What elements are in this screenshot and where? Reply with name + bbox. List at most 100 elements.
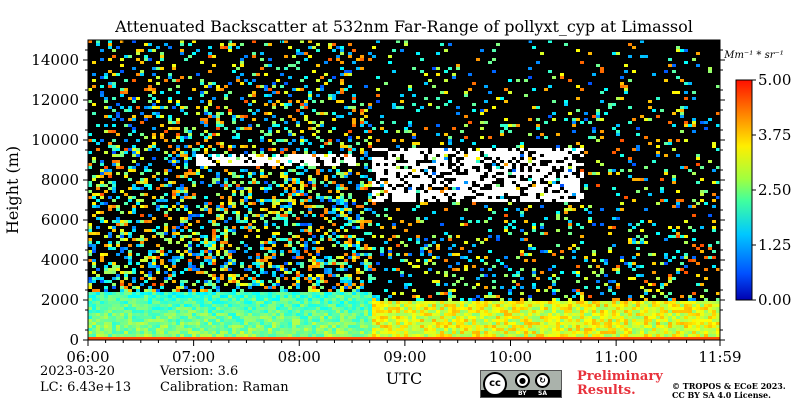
heatmap-cell — [496, 304, 500, 307]
heatmap-cell — [200, 286, 204, 289]
heatmap-cell — [536, 307, 540, 310]
heatmap-cell — [184, 337, 188, 340]
heatmap-cell — [272, 205, 276, 208]
heatmap-cell — [552, 187, 556, 190]
heatmap-cell — [240, 313, 244, 316]
heatmap-cell — [276, 328, 280, 331]
heatmap-cell — [268, 211, 272, 214]
heatmap-cell — [120, 271, 124, 274]
heatmap-cell — [216, 277, 220, 280]
heatmap-cell — [260, 265, 264, 268]
heatmap-cell — [300, 319, 304, 322]
heatmap-cell — [92, 85, 96, 88]
heatmap-cell — [416, 154, 420, 157]
heatmap-cell — [436, 193, 440, 196]
heatmap-cell — [168, 97, 172, 100]
heatmap-cell — [316, 247, 320, 250]
heatmap-cell — [180, 316, 184, 319]
heatmap-cell — [120, 289, 124, 292]
heatmap-cell — [388, 163, 392, 166]
heatmap-cell — [92, 322, 96, 325]
heatmap-cell — [332, 316, 336, 319]
heatmap-cell — [136, 151, 140, 154]
heatmap-cell — [220, 214, 224, 217]
heatmap-cell — [288, 325, 292, 328]
heatmap-cell — [388, 55, 392, 58]
heatmap-cell — [336, 100, 340, 103]
heatmap-cell — [420, 148, 424, 151]
heatmap-cell — [564, 184, 568, 187]
heatmap-cell — [364, 298, 368, 301]
heatmap-cell — [156, 148, 160, 151]
heatmap-cell — [556, 193, 560, 196]
heatmap-cell — [356, 238, 360, 241]
heatmap-cell — [392, 196, 396, 199]
heatmap-cell — [192, 325, 196, 328]
heatmap-cell — [304, 148, 308, 151]
heatmap-cell — [172, 67, 176, 70]
heatmap-cell — [468, 328, 472, 331]
heatmap-cell — [512, 193, 516, 196]
heatmap-cell — [152, 316, 156, 319]
heatmap-cell — [284, 148, 288, 151]
heatmap-cell — [300, 307, 304, 310]
heatmap-cell — [280, 274, 284, 277]
heatmap-cell — [244, 244, 248, 247]
heatmap-cell — [320, 310, 324, 313]
heatmap-cell — [232, 325, 236, 328]
heatmap-cell — [572, 199, 576, 202]
heatmap-cell — [560, 163, 564, 166]
heatmap-cell — [476, 220, 480, 223]
heatmap-cell — [560, 313, 564, 316]
heatmap-cell — [532, 316, 536, 319]
heatmap-cell — [204, 151, 208, 154]
heatmap-cell — [316, 265, 320, 268]
heatmap-cell — [344, 292, 348, 295]
heatmap-cell — [296, 100, 300, 103]
heatmap-cell — [100, 211, 104, 214]
heatmap-cell — [196, 106, 200, 109]
heatmap-cell — [416, 181, 420, 184]
heatmap-cell — [148, 88, 152, 91]
heatmap-cell — [412, 181, 416, 184]
heatmap-cell — [304, 163, 308, 166]
heatmap-cell — [404, 244, 408, 247]
heatmap-cell — [120, 91, 124, 94]
heatmap-cell — [372, 304, 376, 307]
heatmap-cell — [340, 301, 344, 304]
heatmap-cell — [404, 283, 408, 286]
heatmap-cell — [300, 274, 304, 277]
heatmap-cell — [492, 169, 496, 172]
heatmap-cell — [368, 274, 372, 277]
heatmap-cell — [308, 334, 312, 337]
heatmap-cell — [480, 304, 484, 307]
heatmap-cell — [380, 316, 384, 319]
heatmap-cell — [568, 184, 572, 187]
heatmap-cell — [176, 118, 180, 121]
heatmap-cell — [280, 292, 284, 295]
heatmap-cell — [100, 301, 104, 304]
heatmap-cell — [144, 205, 148, 208]
heatmap-cell — [560, 316, 564, 319]
heatmap-cell — [356, 289, 360, 292]
heatmap-cell — [172, 331, 176, 334]
heatmap-cell — [192, 265, 196, 268]
heatmap-cell — [400, 304, 404, 307]
heatmap-cell — [220, 274, 224, 277]
heatmap-cell — [152, 337, 156, 340]
heatmap-cell — [176, 154, 180, 157]
heatmap-cell — [372, 193, 376, 196]
heatmap-cell — [344, 262, 348, 265]
heatmap-cell — [512, 325, 516, 328]
heatmap-cell — [88, 307, 92, 310]
heatmap-cell — [280, 328, 284, 331]
heatmap-cell — [292, 157, 296, 160]
heatmap-cell — [264, 247, 268, 250]
heatmap-cell — [120, 298, 124, 301]
heatmap-cell — [124, 55, 128, 58]
heatmap-cell — [184, 298, 188, 301]
heatmap-cell — [260, 52, 264, 55]
heatmap-cell — [240, 265, 244, 268]
heatmap-cell — [512, 199, 516, 202]
heatmap-cell — [288, 211, 292, 214]
